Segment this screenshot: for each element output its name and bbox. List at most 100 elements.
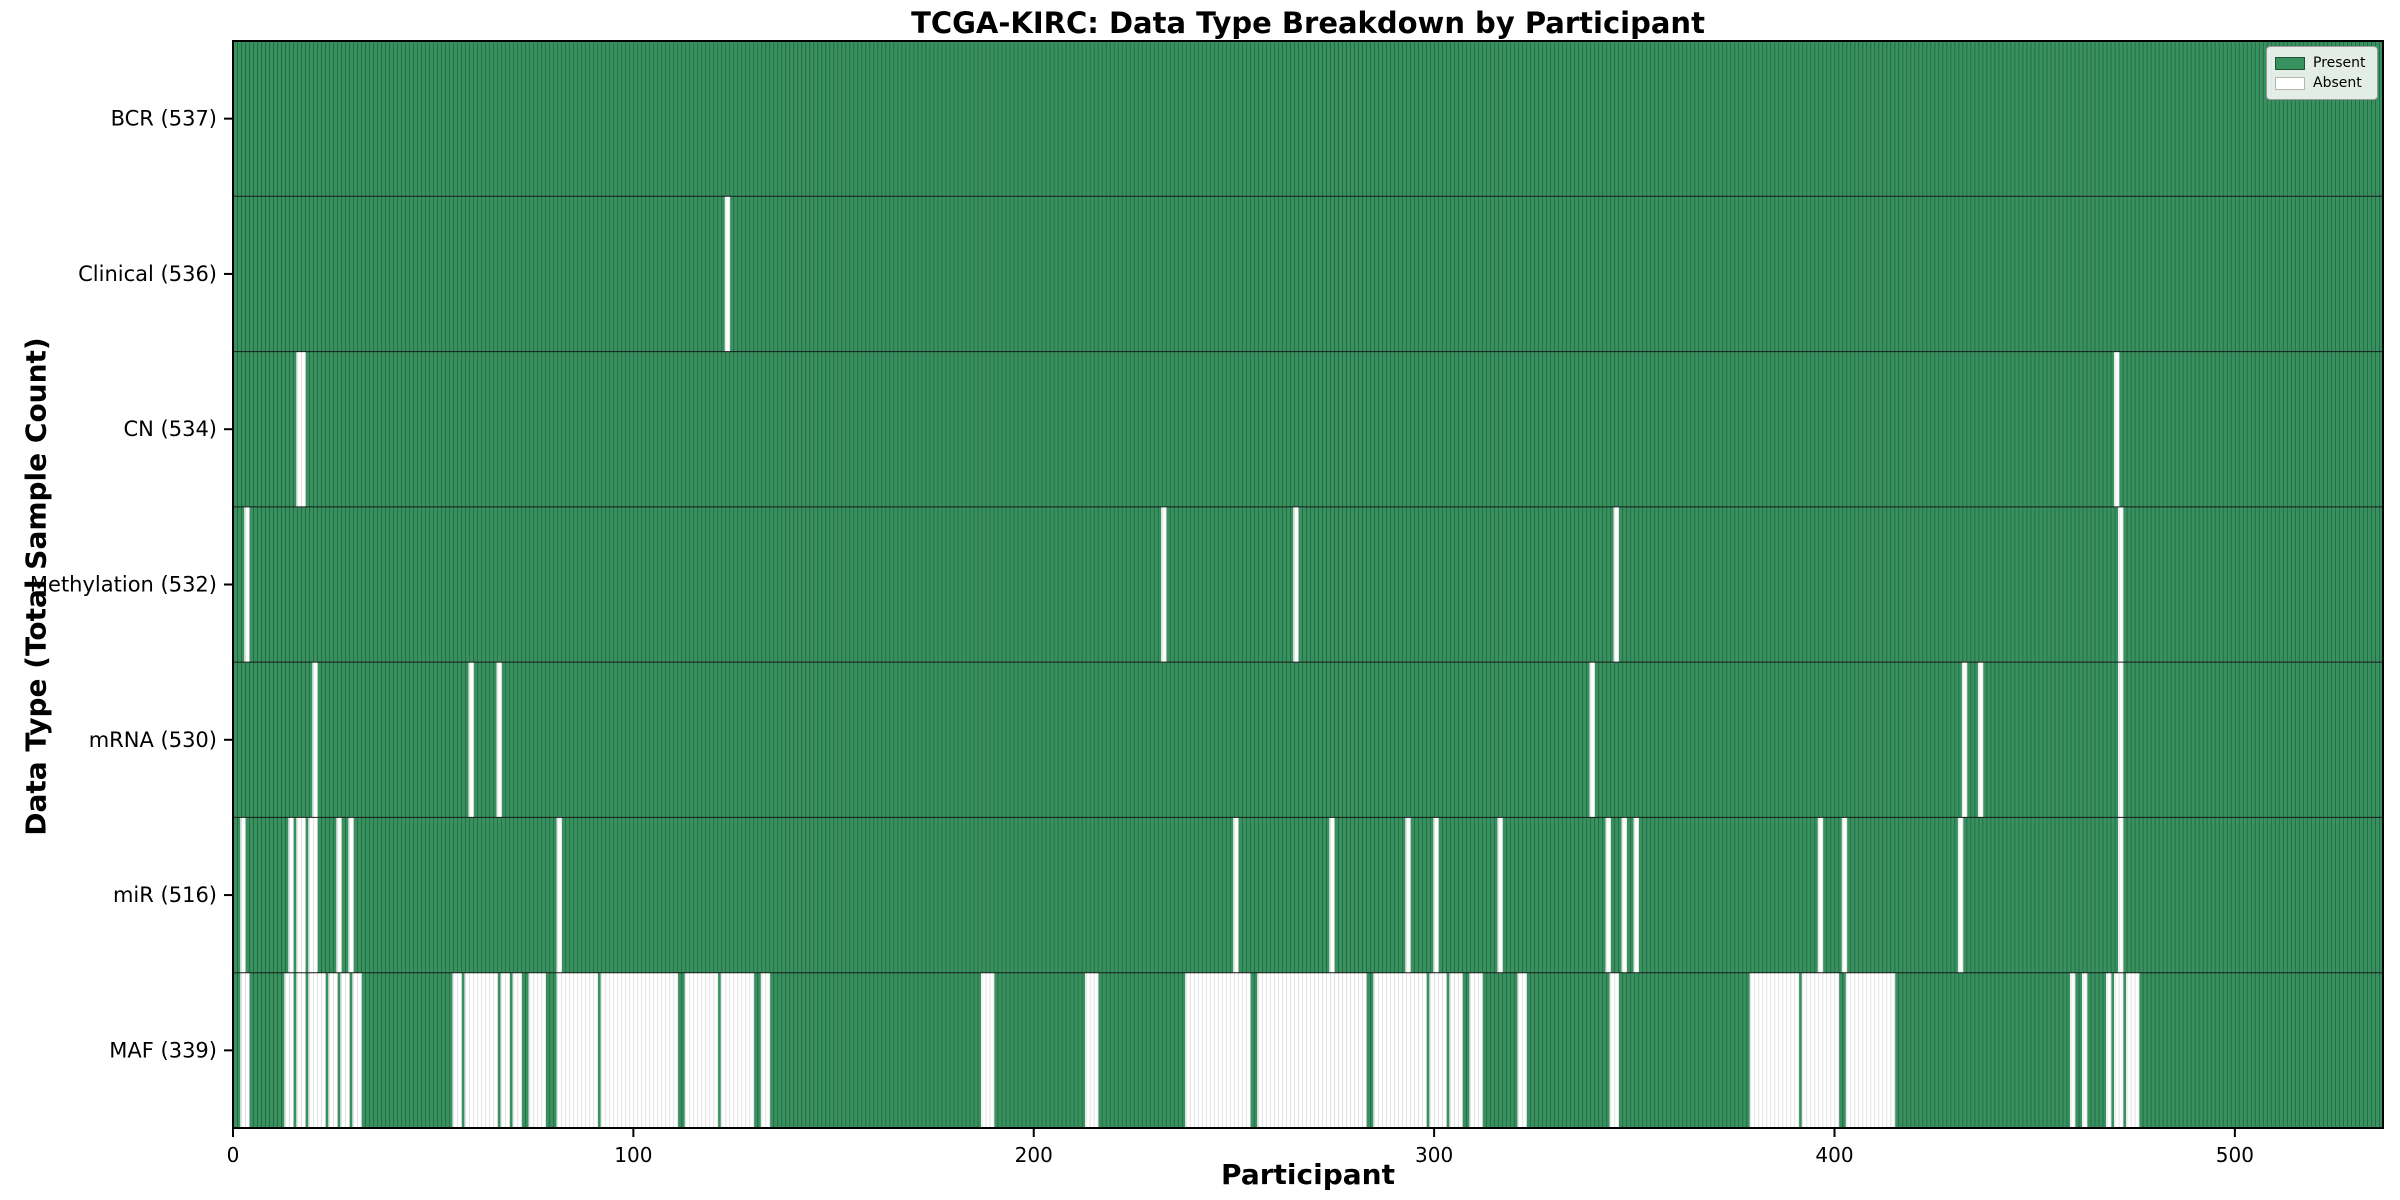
y-category-label-MAF: MAF (339) [109, 1038, 217, 1062]
absent-gap-Methylation [1161, 506, 1167, 663]
absent-gap-MAF [1609, 972, 1619, 1128]
data-row-Methylation [233, 506, 2383, 663]
y-axis-label: Data Type (Total Sample Count) [19, 337, 53, 836]
data-row-CN [233, 351, 2383, 507]
absent-gap-miR [1633, 817, 1640, 973]
absent-gap-miR [1841, 817, 1848, 973]
absent-gap-MAF [452, 972, 462, 1128]
absent-gap-MAF [1185, 972, 1251, 1128]
y-category-label-Methylation: Methylation (532) [30, 573, 217, 597]
legend-present-label: Present [2313, 55, 2366, 71]
absent-gap-miR [308, 817, 318, 973]
absent-gap-miR [296, 817, 306, 973]
absent-gap-MAF [328, 972, 338, 1128]
absent-gap-mRNA [1977, 662, 1984, 818]
legend-absent-label: Absent [2313, 75, 2362, 91]
absent-gap-miR [1433, 817, 1439, 973]
data-row-mRNA [233, 662, 2383, 818]
legend-entry-absent: Absent [2275, 73, 2369, 93]
x-tick-label-400: 400 [1815, 1143, 1853, 1167]
y-category-label-mRNA: mRNA (530) [89, 728, 217, 752]
absent-gap-miR [1957, 817, 1964, 973]
absent-gap-Methylation [244, 506, 250, 663]
absent-gap-miR [348, 817, 354, 973]
x-tick-label-100: 100 [614, 1143, 652, 1167]
absent-gap-MAF [308, 972, 326, 1128]
absent-gap-mRNA [1961, 662, 1968, 818]
absent-gap-miR [336, 817, 342, 973]
y-category-label-CN: CN (534) [123, 417, 217, 441]
absent-gap-MAF [760, 972, 771, 1128]
data-row-BCR [233, 41, 2383, 197]
absent-gap-MAF [2114, 972, 2124, 1128]
x-tick-label-0: 0 [227, 1143, 240, 1167]
present-swatch-icon [2275, 56, 2305, 70]
absent-gap-miR [1817, 817, 1824, 973]
absent-gap-Methylation [1613, 506, 1619, 663]
absent-gap-MAF [2082, 972, 2088, 1128]
absent-gap-miR [1329, 817, 1335, 973]
absent-gap-MAF [1469, 972, 1483, 1128]
chart-title: TCGA-KIRC: Data Type Breakdown by Partic… [911, 6, 1705, 40]
absent-gap-MAF [720, 972, 755, 1128]
absent-gap-miR [288, 817, 294, 973]
absent-gap-Methylation [1293, 506, 1299, 663]
present-bars-Clinical [233, 196, 2383, 352]
absent-gap-mRNA [312, 662, 318, 818]
x-tick-label-200: 200 [1015, 1143, 1053, 1167]
absent-gap-MAF [1373, 972, 1427, 1128]
data-row-Clinical [233, 196, 2383, 352]
absent-gap-miR [240, 817, 246, 973]
absent-gap-Clinical [724, 196, 731, 352]
legend: Present Absent [2266, 46, 2378, 100]
absent-gap-miR [1405, 817, 1411, 973]
absent-gap-MAF [1449, 972, 1463, 1128]
absent-gap-miR [556, 817, 563, 973]
absent-gap-mRNA [496, 662, 502, 818]
absent-gap-MAF [1085, 972, 1099, 1128]
absent-gap-MAF [1845, 972, 1896, 1128]
absent-gap-MAF [556, 972, 599, 1128]
x-axis-label: Participant [1221, 1158, 1395, 1191]
absent-gap-MAF [684, 972, 719, 1128]
data-row-MAF [233, 972, 2383, 1128]
absent-gap-miR [2118, 817, 2124, 973]
x-tick-label-300: 300 [1415, 1143, 1453, 1167]
y-category-label-Clinical: Clinical (536) [78, 262, 217, 286]
absent-gap-Methylation [2118, 506, 2124, 663]
absent-gap-CN [296, 351, 306, 507]
absent-gap-MAF [2126, 972, 2140, 1128]
data-row-miR [233, 817, 2383, 973]
absent-gap-MAF [296, 972, 306, 1128]
absent-gap-MAF [980, 972, 995, 1128]
absent-swatch-icon [2275, 76, 2305, 90]
absent-gap-MAF [340, 972, 350, 1128]
absent-gap-mRNA [468, 662, 474, 818]
absent-gap-MAF [284, 972, 294, 1128]
absent-gap-MAF [1517, 972, 1527, 1128]
absent-gap-CN [2114, 351, 2120, 507]
absent-gap-MAF [528, 972, 546, 1128]
absent-gap-MAF [512, 972, 522, 1128]
absent-gap-miR [1621, 817, 1627, 973]
absent-gap-MAF [1429, 972, 1447, 1128]
present-bars-Methylation [233, 506, 2383, 663]
absent-gap-MAF [2106, 972, 2112, 1128]
absent-gap-MAF [464, 972, 498, 1128]
absent-gap-mRNA [1589, 662, 1595, 818]
absent-gap-MAF [600, 972, 679, 1128]
absent-gap-MAF [240, 972, 250, 1128]
absent-gap-MAF [352, 972, 362, 1128]
present-bars-miR [233, 817, 2383, 973]
absent-gap-MAF [2070, 972, 2076, 1128]
absent-gap-MAF [500, 972, 510, 1128]
absent-gap-miR [1497, 817, 1503, 973]
absent-gap-miR [1605, 817, 1611, 973]
y-category-label-miR: miR (516) [113, 883, 217, 907]
present-bars-CN [233, 351, 2383, 507]
absent-gap-miR [1233, 817, 1239, 973]
absent-gap-MAF [1749, 972, 1800, 1128]
absent-gap-mRNA [2118, 662, 2124, 818]
y-category-label-BCR: BCR (537) [111, 107, 217, 131]
